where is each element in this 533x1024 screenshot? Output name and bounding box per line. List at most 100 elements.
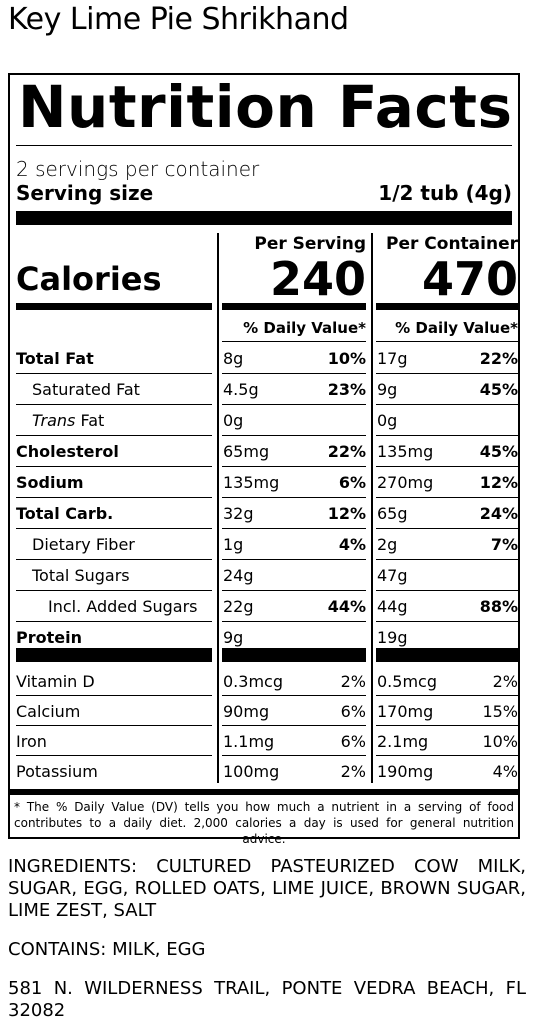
container-dv: 15%: [482, 702, 518, 721]
container-amount: 2.1mg: [377, 732, 429, 751]
container-amount: 0g: [377, 411, 398, 430]
serving-amount: 0.3mcg: [223, 672, 283, 691]
row-divider: [16, 755, 212, 756]
row-divider: [16, 528, 212, 529]
row-divider: [16, 466, 212, 467]
nutrient-name: Vitamin D: [16, 672, 95, 691]
calories-per-container: 470: [421, 252, 518, 306]
row-divider: [16, 695, 212, 696]
nutrient-name: Total Sugars: [32, 566, 130, 585]
calories-rule: [376, 303, 518, 310]
table-row: Protein 9g 19g: [10, 622, 518, 652]
container-amount: 44g: [377, 597, 408, 616]
nutrient-name-italic: Trans: [32, 411, 76, 430]
serving-amount: 22g: [223, 597, 254, 616]
nutrient-name: Potassium: [16, 762, 98, 781]
calories-rule: [16, 303, 212, 310]
nutrient-name: Calcium: [16, 702, 81, 721]
container-dv: 4%: [492, 762, 518, 781]
divider: [16, 145, 512, 146]
table-row: Vitamin D 0.3mcg 2% 0.5mcg 2%: [10, 666, 518, 696]
serving-dv: 6%: [340, 732, 366, 751]
row-divider: [376, 755, 518, 756]
divider: [376, 341, 518, 342]
row-divider: [16, 559, 212, 560]
column-divider-container: [371, 233, 373, 783]
thick-divider: [16, 648, 212, 662]
container-dv: 10%: [482, 732, 518, 751]
table-row: Potassium 100mg 2% 190mg 4%: [10, 756, 518, 786]
table-row: Trans Fat 0g 0g: [10, 405, 518, 436]
container-dv: 45%: [479, 380, 518, 399]
row-divider: [376, 435, 518, 436]
row-divider: [222, 621, 366, 622]
serving-dv: 2%: [340, 762, 366, 781]
dv-header-container: % Daily Value*: [395, 319, 518, 337]
row-divider: [222, 497, 366, 498]
row-divider: [16, 590, 212, 591]
column-divider-serving: [217, 233, 219, 783]
nutrient-name: Incl. Added Sugars: [48, 597, 198, 616]
serving-dv: 23%: [327, 380, 366, 399]
serving-amount: 9g: [223, 628, 244, 647]
serving-dv: 10%: [327, 349, 366, 368]
dv-header-serving: % Daily Value*: [243, 319, 366, 337]
serving-dv: 2%: [340, 672, 366, 691]
container-amount: 19g: [377, 628, 408, 647]
calories-per-serving: 240: [269, 252, 366, 306]
nutrient-name: Cholesterol: [16, 442, 119, 461]
container-amount: 2g: [377, 535, 398, 554]
thick-divider: [16, 211, 512, 225]
row-divider: [376, 373, 518, 374]
serving-size-value: 1/2 tub (4g): [378, 181, 512, 205]
table-row: Incl. Added Sugars 22g 44% 44g 88%: [10, 591, 518, 622]
row-divider: [16, 621, 212, 622]
container-dv: 45%: [479, 442, 518, 461]
nutrient-name: Total Carb.: [16, 504, 114, 523]
allergen-text: CONTAINS: MILK, EGG: [8, 939, 206, 960]
row-divider: [376, 621, 518, 622]
row-divider: [16, 373, 212, 374]
row-divider: [376, 590, 518, 591]
serving-amount: 24g: [223, 566, 254, 585]
serving-size-label: Serving size: [16, 181, 154, 205]
container-dv: 12%: [479, 473, 518, 492]
serving-amount: 90mg: [223, 702, 270, 721]
container-amount: 190mg: [377, 762, 434, 781]
serving-dv: 6%: [340, 702, 366, 721]
divider: [222, 341, 366, 342]
table-row: Dietary Fiber 1g 4% 2g 7%: [10, 529, 518, 560]
serving-dv: 44%: [327, 597, 366, 616]
thick-divider: [376, 648, 518, 662]
serving-amount: 32g: [223, 504, 254, 523]
nutrition-label: Nutrition Facts 2 servings per container…: [8, 73, 520, 846]
serving-amount: 135mg: [223, 473, 280, 492]
nutrient-name: Sodium: [16, 473, 84, 492]
container-amount: 9g: [377, 380, 398, 399]
container-dv: 2%: [492, 672, 518, 691]
table-row: Total Sugars 24g 47g: [10, 560, 518, 591]
row-divider: [222, 590, 366, 591]
row-divider: [222, 373, 366, 374]
nutrient-name: Iron: [16, 732, 47, 751]
row-divider: [222, 435, 366, 436]
serving-dv: 4%: [338, 535, 366, 554]
product-title: Key Lime Pie Shrikhand: [8, 2, 349, 37]
row-divider: [376, 528, 518, 529]
table-row: Sodium 135mg 6% 270mg 12%: [10, 467, 518, 498]
per-container-header: Per Container: [386, 234, 518, 254]
serving-dv: 22%: [327, 442, 366, 461]
nutrient-name: Trans Fat: [32, 411, 104, 430]
row-divider: [222, 528, 366, 529]
serving-amount: 100mg: [223, 762, 280, 781]
container-amount: 65g: [377, 504, 408, 523]
row-divider: [16, 404, 212, 405]
per-serving-header: Per Serving: [254, 234, 366, 254]
table-row: Total Carb. 32g 12% 65g 24%: [10, 498, 518, 529]
daily-value-footnote: * The % Daily Value (DV) tells you how m…: [14, 800, 514, 846]
row-divider: [222, 404, 366, 405]
calories-label: Calories: [16, 260, 162, 298]
row-divider: [222, 755, 366, 756]
serving-amount: 4.5g: [223, 380, 259, 399]
table-row: Cholesterol 65mg 22% 135mg 45%: [10, 436, 518, 467]
